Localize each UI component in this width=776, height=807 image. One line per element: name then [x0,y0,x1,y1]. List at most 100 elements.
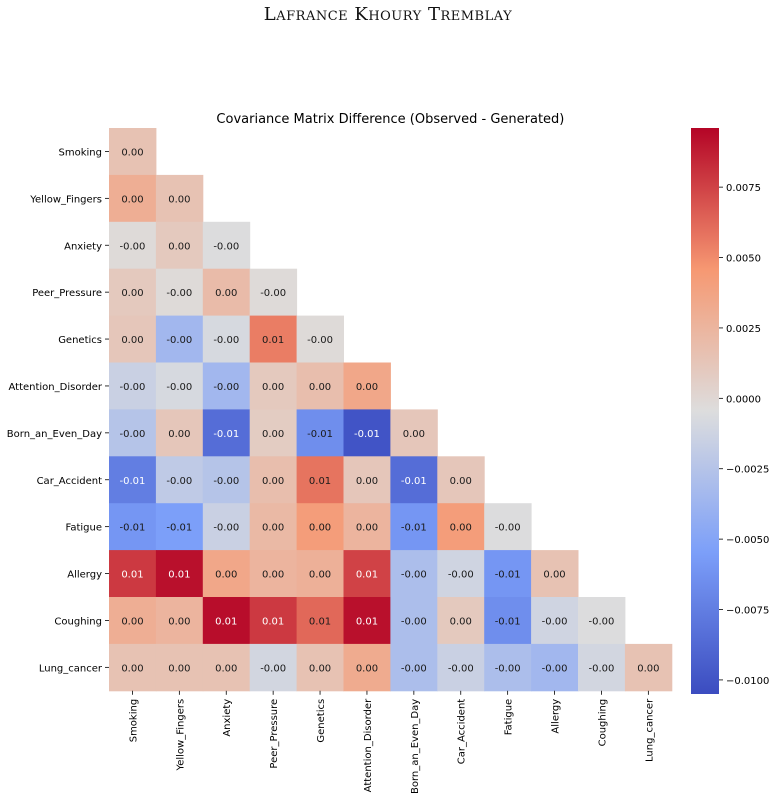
colorbar-tick-label: −0.0025 [726,465,769,476]
x-tick-label: Fatigue [504,699,515,736]
page-header: Lafrance Khoury Tremblay [263,4,513,25]
cell-label: -0.00 [542,616,568,627]
cell-label: -0.01 [495,616,521,627]
heatmap-cell [624,643,673,692]
cell-label: 0.00 [450,523,472,534]
heatmap-cell [202,268,251,317]
cell-label: -0.01 [120,523,146,534]
heatmap-cell [155,268,204,317]
cell-label: -0.00 [495,523,521,534]
cell-label: 0.00 [450,476,472,487]
heatmap-cell [109,268,157,317]
heatmap-cell [109,643,157,692]
heatmap-cell [343,456,391,504]
cell-label: -0.00 [401,663,427,674]
cell-label: -0.00 [213,382,239,393]
cell-label: -0.01 [213,429,239,440]
heatmap-cell [249,643,298,692]
cell-label: 0.00 [215,288,237,299]
cell-label: -0.00 [307,335,333,346]
x-tick-label: Smoking [128,699,139,742]
x-tick-label: Yellow_Fingers [175,699,186,772]
cell-label: -0.00 [401,616,427,627]
x-tick-label: Coughing [597,699,608,747]
heatmap-cell [296,362,344,410]
cell-label: 0.00 [450,616,472,627]
x-tick-label: Attention_Disorder [363,698,374,792]
heatmap-cell [484,643,532,692]
x-tick-label: Car_Accident [457,699,468,764]
y-tick-label: Smoking [59,147,102,158]
cell-label: 0.00 [168,429,190,440]
y-tick-label: Car_Accident [37,476,102,487]
cell-label: 0.01 [262,335,284,346]
heatmap-cell [155,409,204,457]
colorbar-tick-label: −0.0100 [726,676,769,687]
x-tick-label: Anxiety [222,699,233,737]
heatmap-cell [249,550,298,598]
cell-label: -0.01 [307,429,333,440]
cell-label: 0.01 [356,616,378,627]
heatmap-cell [390,550,438,598]
x-tick-label: Allergy [551,699,562,734]
heatmap-cell [202,409,251,457]
cell-label: -0.00 [495,663,521,674]
cell-label: -0.00 [448,663,474,674]
cell-label: 0.01 [121,570,143,581]
heatmap-cell [390,643,438,692]
heatmap-cell [109,409,157,457]
x-tick-label: Genetics [316,699,327,743]
heatmap-cell [390,456,438,504]
cell-label: -0.00 [401,570,427,581]
cell-label: 0.00 [356,476,378,487]
heatmap-cell [343,550,391,598]
y-tick-label: Lung_cancer [39,663,103,674]
heatmap-cell [202,221,251,270]
y-tick-label: Born_an_Even_Day [7,429,102,440]
heatmap-cell [296,643,344,692]
heatmap-cell [202,503,251,551]
cell-label: 0.00 [168,616,190,627]
chart-title: Covariance Matrix Difference (Observed -… [216,112,564,127]
heatmap-cell [155,315,204,363]
cell-label: 0.01 [309,476,331,487]
heatmap-cell [437,643,485,692]
cell-label: 0.00 [262,476,284,487]
heatmap-cell [202,362,251,410]
heatmap-cell [155,221,204,270]
cell-label: 0.00 [121,147,143,158]
cell-label: 0.00 [637,663,659,674]
cell-label: 0.01 [215,616,237,627]
cell-label: 0.00 [168,663,190,674]
heatmap-cell [109,128,157,176]
cell-label: 0.01 [262,616,284,627]
cell-label: 0.00 [121,194,143,205]
cell-label: -0.00 [166,382,192,393]
cell-label: -0.00 [589,663,615,674]
cell-label: 0.00 [403,429,425,440]
cell-label: 0.00 [309,663,331,674]
heatmap-cell [437,550,485,598]
heatmap-cell [155,362,204,410]
heatmap-cell [202,550,251,598]
heatmap-cell [531,643,579,692]
heatmap-cell [578,643,626,692]
heatmap-cell [109,174,157,223]
heatmap-cell [437,503,485,551]
cell-label: 0.00 [543,570,565,581]
heatmap-cell [296,315,344,363]
heatmap-cell [390,597,438,645]
cell-label: 0.00 [121,335,143,346]
heatmap-cell [484,550,532,598]
heatmap-cell [109,550,157,598]
heatmap-cell [531,550,579,598]
x-tick-label: Peer_Pressure [269,699,280,769]
heatmap-cell [155,503,204,551]
x-tick-label: Lung_cancer [644,698,655,762]
cell-label: -0.00 [120,241,146,252]
cell-label: -0.00 [166,288,192,299]
heatmap-cell [202,643,251,692]
heatmap-cell [437,456,485,504]
cell-label: 0.01 [168,570,190,581]
